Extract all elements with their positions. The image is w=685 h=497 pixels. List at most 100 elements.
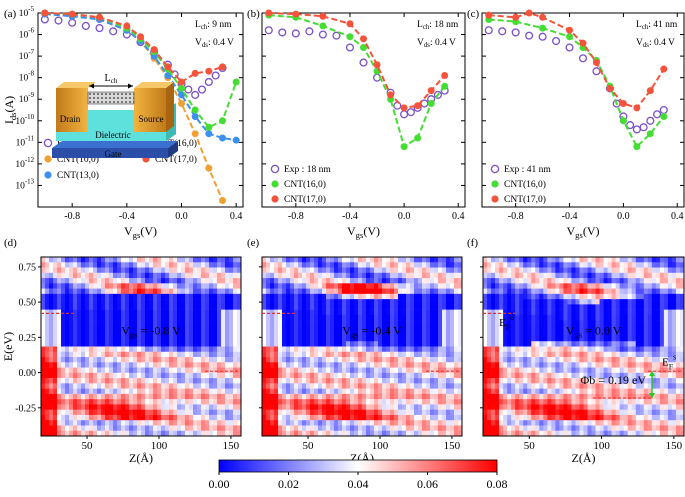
heatmap-cell xyxy=(149,425,154,432)
heatmap-cell xyxy=(595,335,600,342)
heatmap-cell xyxy=(81,414,86,421)
heatmap-cell xyxy=(346,257,351,263)
data-point xyxy=(232,78,240,86)
heatmap-cell xyxy=(173,378,178,384)
heatmap-cell xyxy=(539,325,544,331)
heatmap-cell xyxy=(185,362,190,368)
heatmap-cell xyxy=(422,367,427,374)
heatmap-cell xyxy=(406,351,411,358)
heatmap-cell xyxy=(434,378,439,384)
heatmap-cell xyxy=(378,351,383,358)
heatmap-cell xyxy=(181,399,186,405)
heatmap-cell xyxy=(45,320,50,326)
heatmap-cell xyxy=(125,293,130,300)
heatmap-cell xyxy=(346,404,351,410)
heatmap-cell xyxy=(161,351,166,358)
heatmap-cell xyxy=(101,367,106,374)
heatmap-cell xyxy=(141,378,146,384)
heatmap-cell xyxy=(81,320,86,326)
heatmap-cell xyxy=(53,299,58,305)
heatmap-cell xyxy=(523,346,528,353)
heatmap-cell xyxy=(93,420,98,426)
heatmap-cell xyxy=(426,351,431,358)
heatmap-cell xyxy=(137,351,142,358)
heatmap-cell xyxy=(225,367,230,374)
heatmap-cell xyxy=(398,309,403,316)
heatmap-cell xyxy=(286,378,291,384)
heatmap-cell xyxy=(495,304,500,310)
heatmap-cell xyxy=(571,304,576,310)
heatmap-cell xyxy=(169,309,174,316)
heatmap-cell xyxy=(523,325,528,331)
heatmap-cell xyxy=(181,393,186,400)
heatmap-cell xyxy=(406,335,411,342)
heatmap-cell xyxy=(49,299,54,305)
heatmap-cell xyxy=(334,325,339,331)
heatmap-cell xyxy=(93,425,98,432)
heatmap-cell xyxy=(511,293,516,300)
heatmap-cell xyxy=(503,414,508,421)
heatmap-cell xyxy=(511,393,516,400)
heatmap-cell xyxy=(511,267,516,274)
heatmap-cell xyxy=(197,362,202,368)
heatmap-cell xyxy=(205,325,210,331)
heatmap-cell xyxy=(515,393,520,400)
heatmap-cell xyxy=(217,278,222,284)
heatmap-cell xyxy=(81,388,86,395)
heatmap-cell xyxy=(374,388,379,395)
heatmap-cell xyxy=(149,272,154,279)
heatmap-cell xyxy=(551,341,556,347)
heatmap-cell xyxy=(483,278,488,284)
heatmap-cell xyxy=(559,267,564,274)
heatmap-cell xyxy=(310,351,315,358)
heatmap-cell xyxy=(535,299,540,305)
heatmap-cell xyxy=(414,420,419,426)
heatmap-cell xyxy=(454,272,459,279)
heatmap-cell xyxy=(434,372,439,379)
heatmap-cell xyxy=(93,335,98,342)
heatmap-cell xyxy=(519,309,524,316)
heatmap-cell xyxy=(434,293,439,300)
heatmap-cell xyxy=(523,388,528,395)
heatmap-cell xyxy=(169,372,174,379)
heatmap-cell xyxy=(390,325,395,331)
heatmap-cell xyxy=(153,357,158,363)
heatmap-cell xyxy=(189,430,194,437)
heatmap-cell xyxy=(374,425,379,432)
heatmap-cell xyxy=(294,283,299,289)
heatmap-cell xyxy=(619,362,624,368)
heatmap-cell xyxy=(442,351,447,358)
heatmap-cell xyxy=(185,430,190,437)
heatmap-cell xyxy=(579,399,584,405)
heatmap-cell xyxy=(274,378,279,384)
data-point xyxy=(433,90,442,99)
heatmap-cell xyxy=(169,430,174,437)
heatmap-cell xyxy=(567,278,572,284)
heatmap-cell xyxy=(81,341,86,347)
heatmap-cell xyxy=(619,304,624,310)
heatmap-cell xyxy=(314,304,319,310)
data-point xyxy=(318,30,327,39)
heatmap-cell xyxy=(539,293,544,300)
heatmap-cell xyxy=(342,357,347,363)
heatmap-cell xyxy=(181,283,186,289)
heatmap-cell xyxy=(318,372,323,379)
heatmap-cell xyxy=(579,351,584,358)
heatmap-cell xyxy=(157,283,162,289)
heatmap-cell xyxy=(418,278,423,284)
heatmap-cell xyxy=(69,293,74,300)
heatmap-cell xyxy=(583,267,588,274)
heatmap-cell xyxy=(113,330,118,337)
heatmap-cell xyxy=(567,393,572,400)
heatmap-cell xyxy=(438,388,443,395)
heatmap-cell xyxy=(53,325,58,331)
heatmap-cell xyxy=(290,325,295,331)
heatmap-cell xyxy=(346,293,351,300)
heatmap-cell xyxy=(547,304,552,310)
heatmap-cell xyxy=(422,320,427,326)
heatmap-cell xyxy=(434,341,439,347)
heatmap-cell xyxy=(229,299,234,305)
heatmap-cell xyxy=(205,414,210,421)
heatmap-cell xyxy=(603,314,608,321)
heatmap-cell xyxy=(394,388,399,395)
